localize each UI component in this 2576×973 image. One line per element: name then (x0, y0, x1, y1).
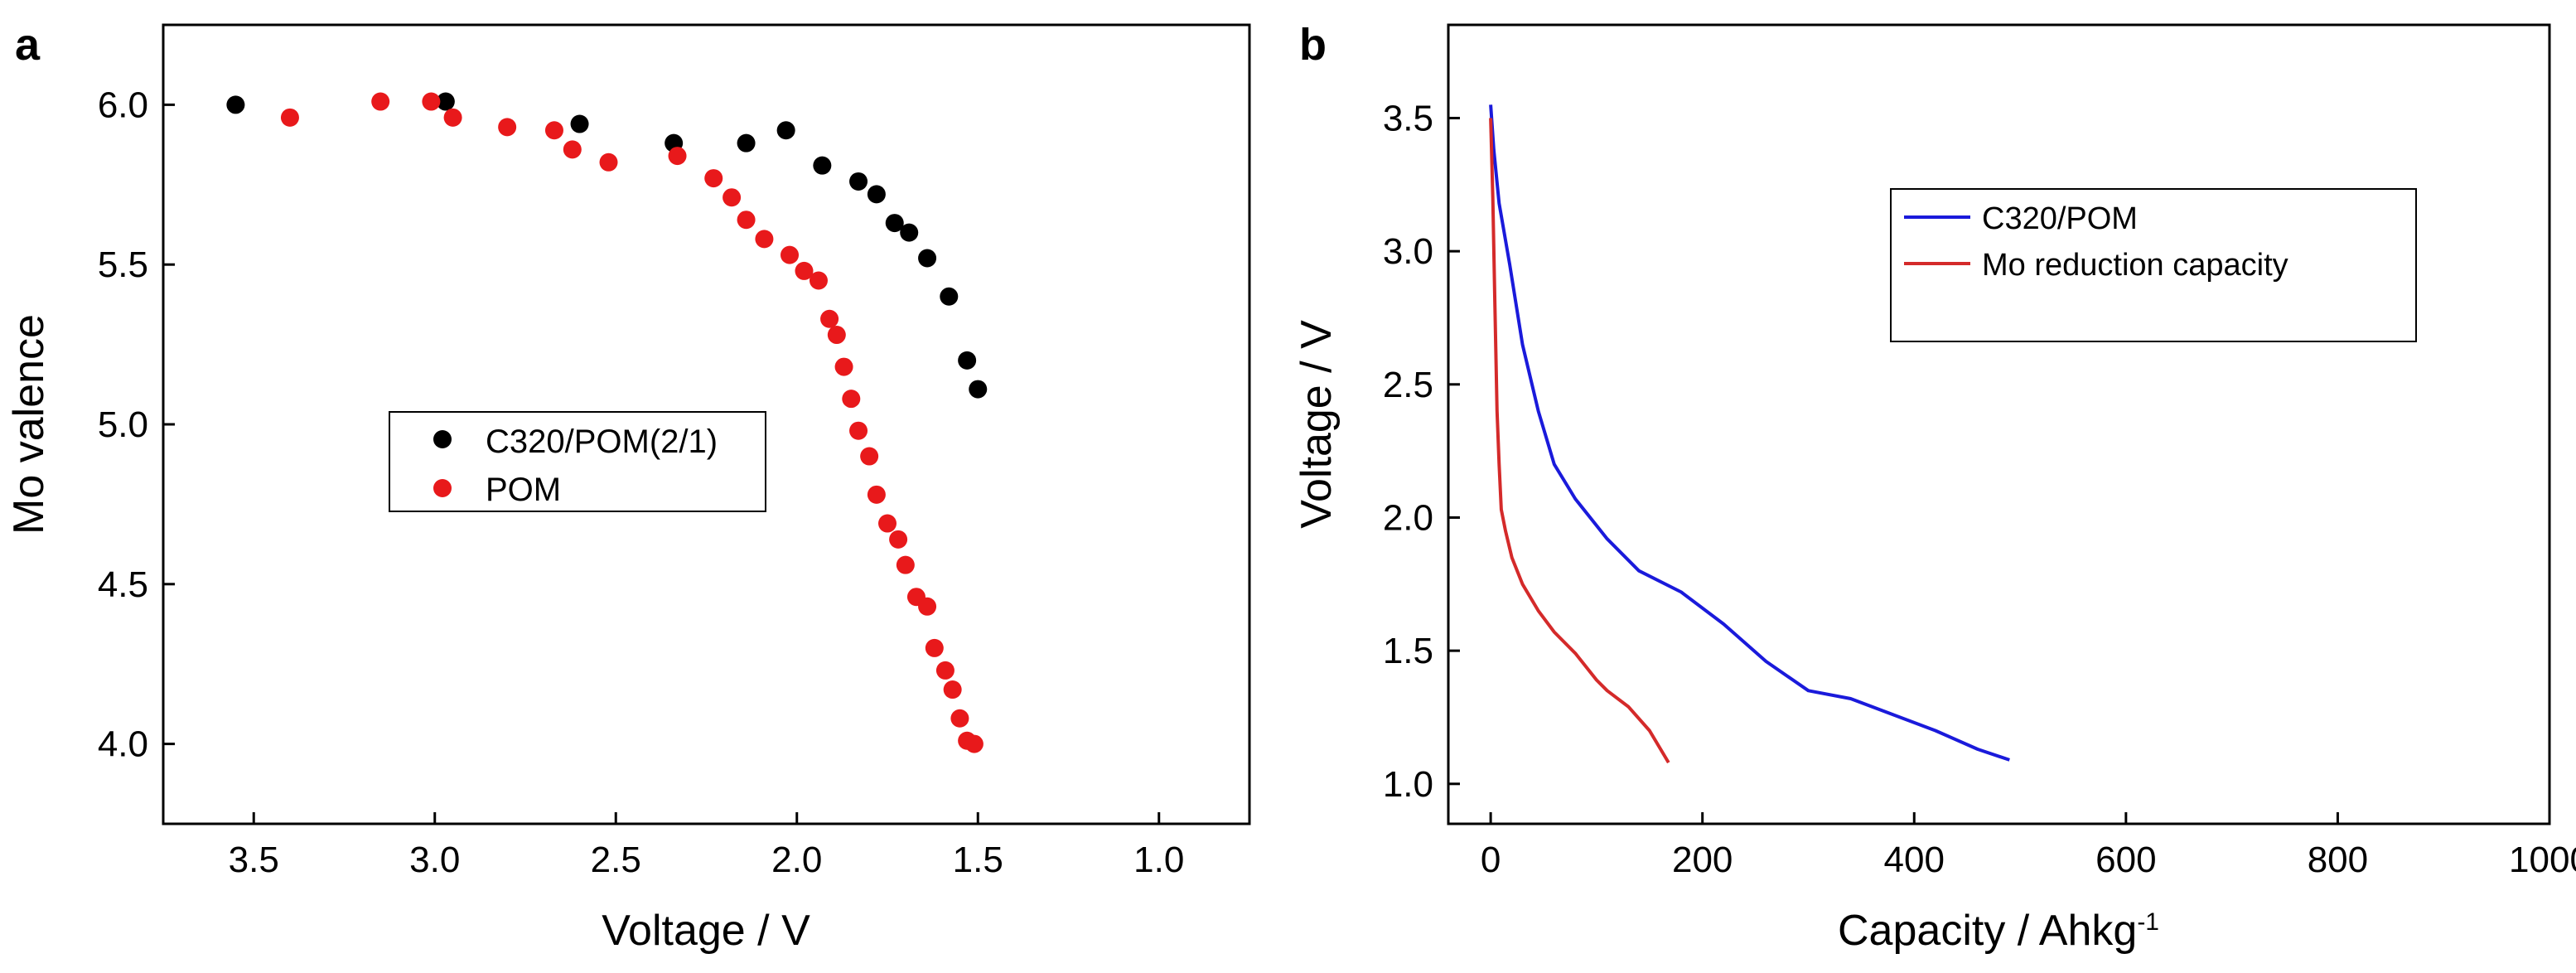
c320-pom-point (737, 133, 756, 152)
pom-point (943, 680, 962, 699)
y-tick-label: 2.5 (1383, 365, 1433, 405)
panel-a: a 3.5 3.0 2.5 2.0 1.5 1.0 4.0 4.5 5.0 5.5 6.0 Vol… (5, 20, 1251, 955)
panel-b-legend: C320/POM Mo reduction capacity (1890, 188, 2417, 342)
pom-point (443, 108, 462, 127)
pom-point (755, 230, 774, 249)
pom-point (668, 147, 687, 166)
x-tick-label: 2.5 (591, 840, 641, 880)
c320-pom-point (885, 214, 904, 233)
panel-a-data-marks (226, 92, 988, 753)
legend-label-pom: POM (486, 472, 561, 508)
mo-reduction-line (1489, 118, 1670, 764)
c320-pom-point (918, 249, 937, 268)
pom-point (781, 245, 800, 264)
pom-point (795, 261, 814, 280)
c320-pom-point (958, 351, 977, 370)
x-tick-label: 2.0 (771, 840, 822, 880)
panel-b-x-axis-label-superscript: -1 (2137, 908, 2159, 936)
c320-pom-point (849, 172, 868, 191)
panel-a-legend: C320/POM(2/1) POM (389, 411, 766, 512)
pom-point (896, 555, 915, 574)
x-tick-label: 3.5 (229, 840, 279, 880)
x-tick-label: 3.0 (409, 840, 460, 880)
panel-b-x-ticks: 0 200 400 600 800 1000 (1481, 812, 2576, 880)
x-tick-label: 400 (1884, 840, 1945, 880)
pom-point (964, 734, 984, 753)
pom-point (925, 638, 944, 657)
pom-point (704, 169, 723, 188)
c320-pom-point (969, 380, 988, 399)
pom-point (737, 211, 756, 230)
legend-marker-pom (433, 479, 452, 497)
pom-point (842, 390, 861, 409)
panel-b-x-axis-label: Capacity / Ahkg-1 (1838, 907, 2159, 955)
pom-point (723, 188, 742, 207)
panel-b-x-axis-label-main: Capacity / Ahkg (1838, 907, 2137, 955)
panel-b-y-ticks: 1.0 1.5 2.0 2.5 3.0 3.5 (1383, 98, 1460, 805)
legend-label-c320-pom: C320/POM(2/1) (486, 424, 718, 460)
c320-pom-point (900, 223, 919, 242)
pom-point (809, 271, 828, 290)
pom-point (820, 309, 839, 328)
x-tick-label: 0 (1481, 840, 1501, 880)
panel-a-x-axis-label: Voltage / V (602, 907, 810, 955)
pom-point (599, 152, 618, 172)
y-tick-label: 5.5 (98, 244, 148, 285)
y-tick-label: 4.0 (98, 724, 148, 765)
x-tick-label: 600 (2095, 840, 2156, 880)
y-tick-label: 3.5 (1383, 98, 1433, 138)
x-tick-label: 200 (1672, 840, 1733, 880)
c320-pom-point (940, 287, 959, 306)
y-tick-label: 1.5 (1383, 631, 1433, 671)
panel-a-legend-box (389, 411, 766, 512)
x-tick-label: 1000 (2509, 840, 2576, 880)
pom-point (422, 92, 441, 111)
pom-point (563, 140, 582, 159)
panel-a-y-ticks: 4.0 4.5 5.0 5.5 6.0 (98, 85, 175, 765)
pom-point (371, 92, 390, 111)
legend-label-mo-reduction: Mo reduction capacity (1982, 248, 2288, 283)
c320-pom-point (436, 92, 455, 111)
y-tick-label: 1.0 (1383, 764, 1433, 805)
c320-pom-line (1489, 104, 2010, 762)
pom-point (867, 485, 886, 504)
pom-point (918, 597, 937, 616)
panel-b-data-marks (1489, 104, 2010, 764)
c320-pom-point (813, 156, 832, 175)
pom-point (878, 514, 897, 533)
c320-pom-point (570, 114, 589, 133)
c320-pom-point (867, 185, 886, 204)
c320-pom-point (226, 95, 245, 114)
pom-point (935, 661, 955, 680)
pom-point (544, 121, 563, 140)
panel-a-x-ticks: 3.5 3.0 2.5 2.0 1.5 1.0 (229, 812, 1184, 880)
x-tick-label: 1.0 (1133, 840, 1184, 880)
legend-marker-c320-pom (433, 430, 452, 448)
panel-b-plot-frame (1447, 23, 2551, 825)
x-tick-label: 800 (2308, 840, 2368, 880)
panel-a-y-axis-label: Mo valence (5, 314, 53, 535)
pom-point (849, 421, 868, 440)
pom-point (498, 118, 517, 137)
pom-point (280, 108, 299, 127)
y-tick-label: 3.0 (1383, 231, 1433, 272)
panel-b-legend-box (1890, 188, 2417, 342)
panel-b-y-axis-label: Voltage / V (1293, 320, 1341, 529)
c320-pom-point (776, 121, 795, 140)
panel-a-label: a (15, 20, 41, 70)
panel-b-label: b (1299, 20, 1327, 70)
pom-point (950, 709, 969, 728)
legend-label-c320-pom-b: C320/POM (1982, 201, 2138, 236)
panel-b: b 0 200 400 600 800 1000 1.0 1.5 2.0 2.5 3.0 3.5 C… (1293, 20, 2576, 955)
pom-point (889, 530, 908, 549)
y-tick-label: 5.0 (98, 404, 148, 445)
y-tick-label: 2.0 (1383, 497, 1433, 538)
pom-point (827, 326, 846, 345)
x-tick-label: 1.5 (953, 840, 1003, 880)
pom-point (834, 357, 853, 376)
y-tick-label: 4.5 (98, 564, 148, 605)
y-tick-label: 6.0 (98, 85, 148, 125)
pom-point (860, 447, 879, 466)
